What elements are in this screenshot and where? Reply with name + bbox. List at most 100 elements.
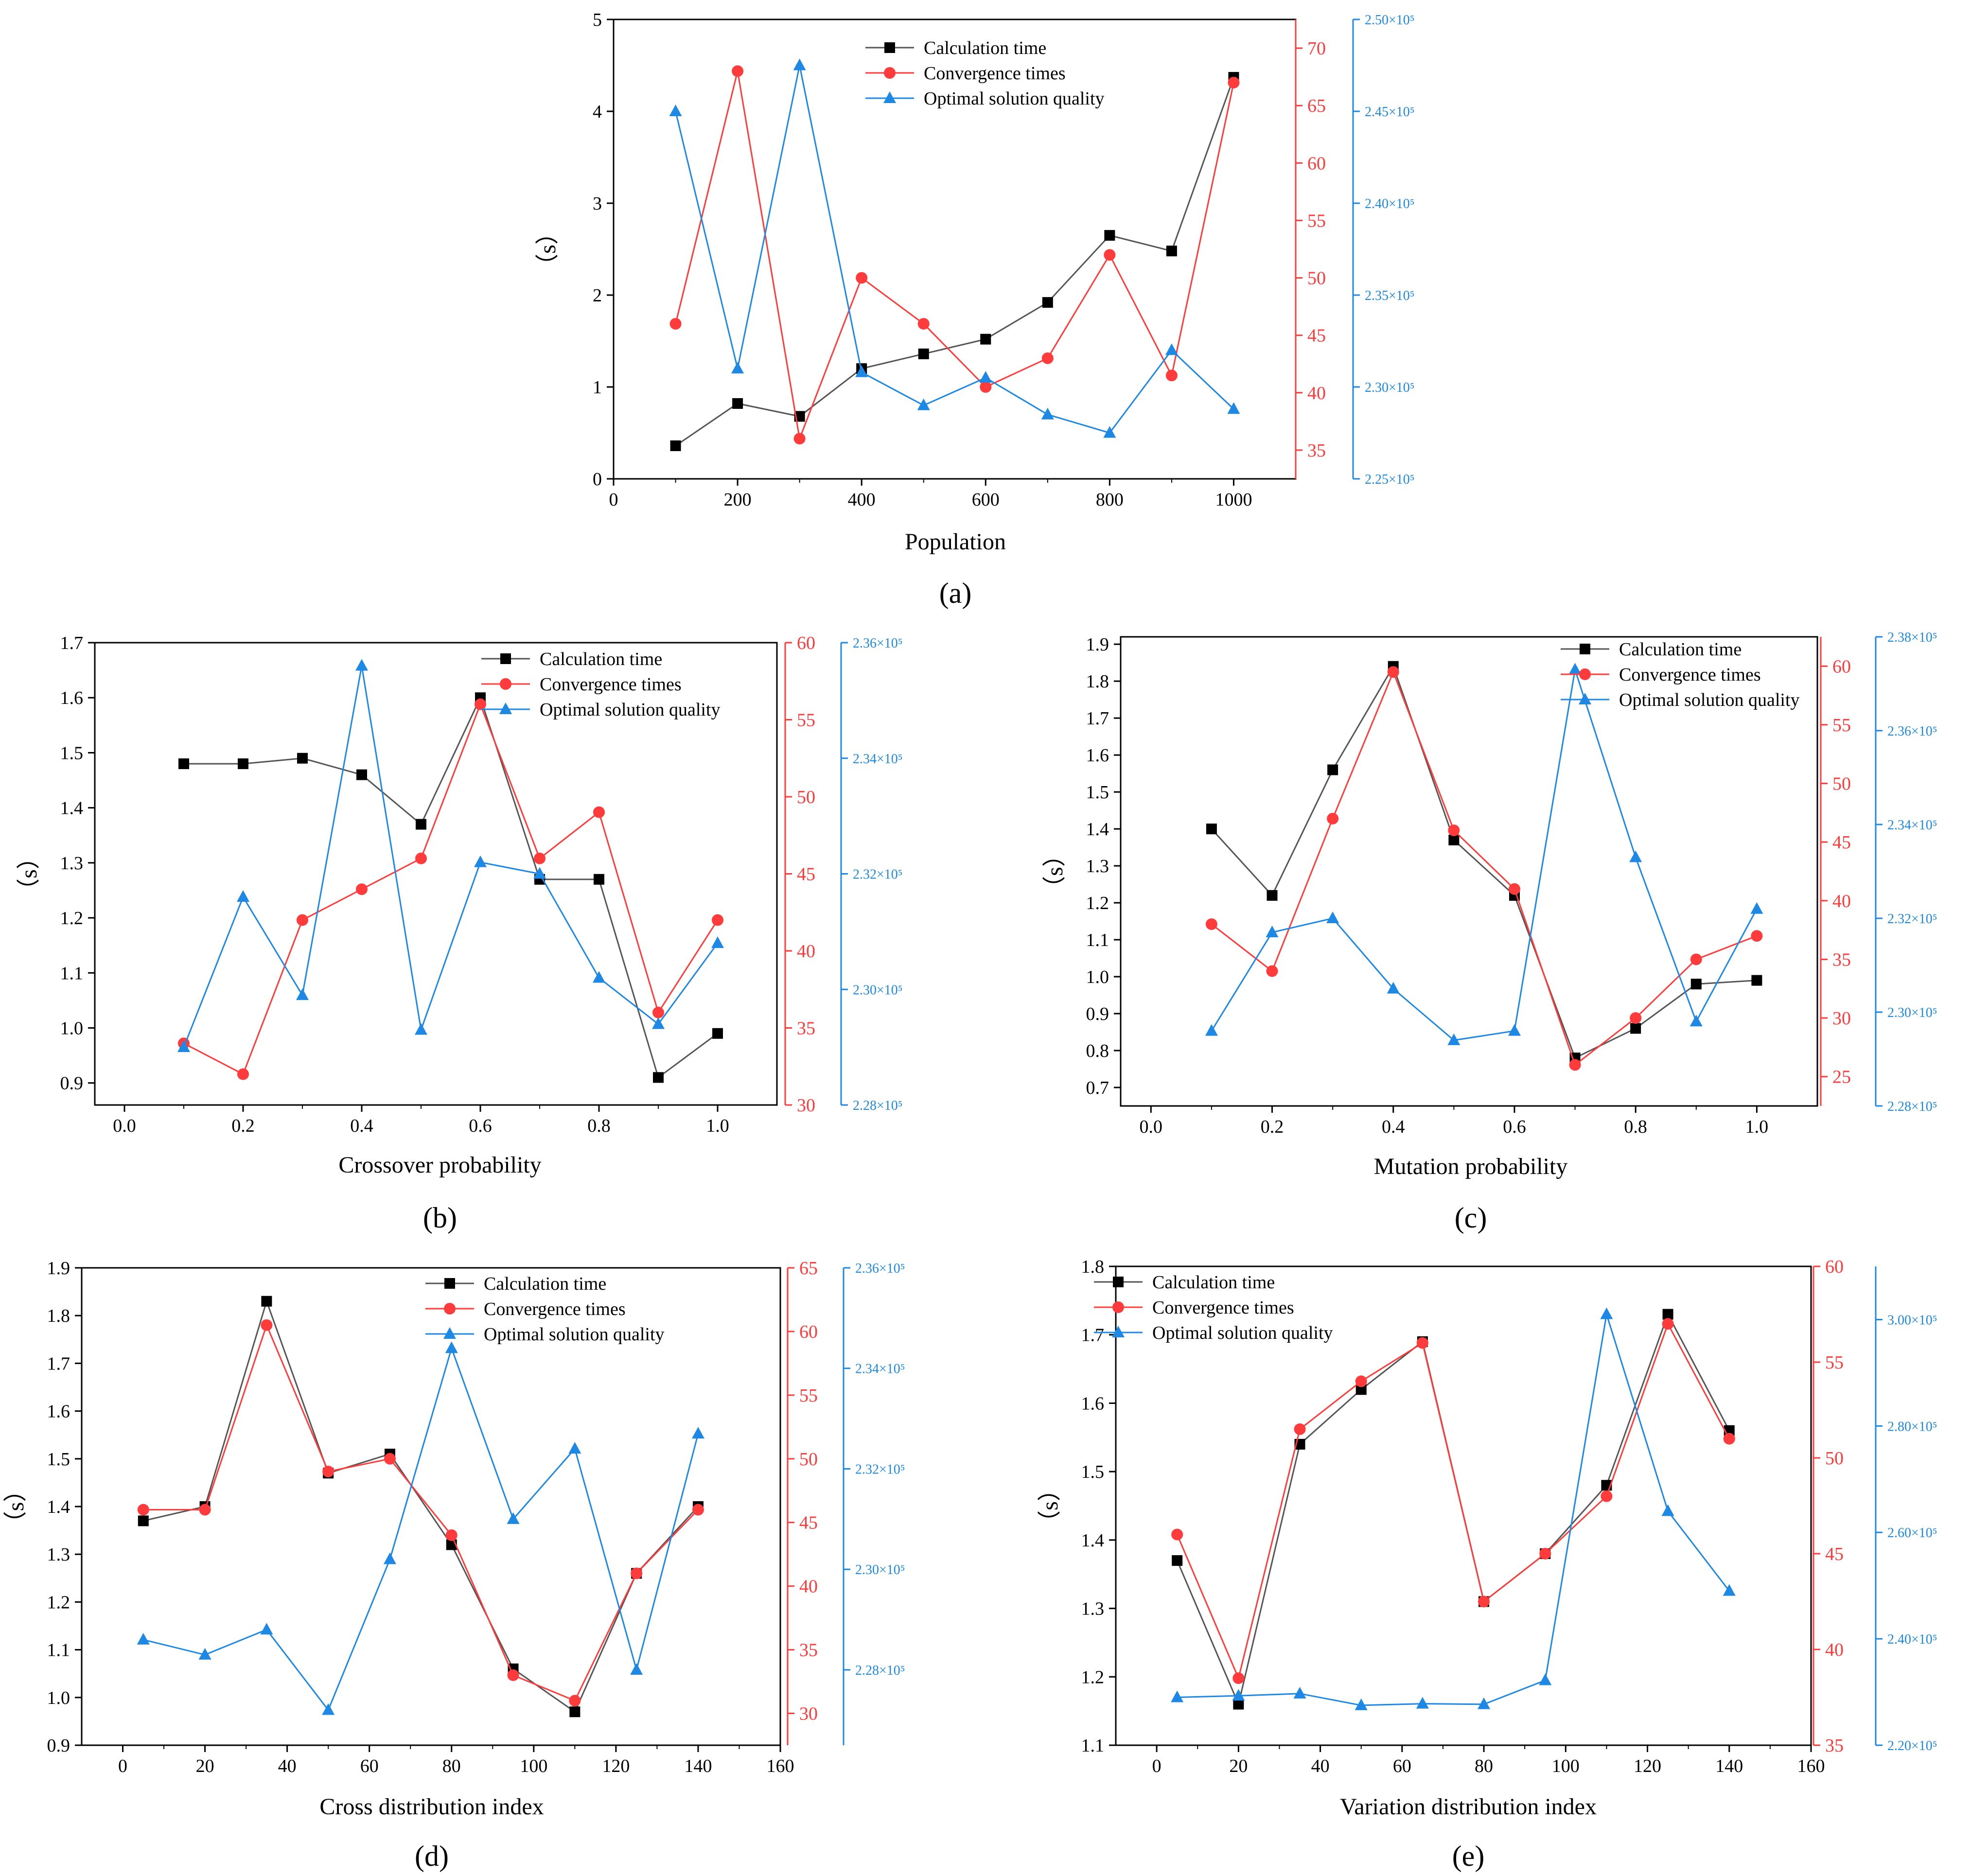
legend-marker (1580, 644, 1590, 654)
series-line-1 (675, 70, 1234, 441)
data-point-1 (415, 852, 427, 864)
data-point-0 (1172, 1555, 1183, 1566)
data-point-2 (731, 362, 744, 374)
data-point-2 (355, 659, 368, 671)
y2-tick-label: 35 (797, 1018, 815, 1039)
data-point-1 (593, 806, 605, 818)
y-axis-title: （s） (3, 1479, 29, 1535)
x-axis-title: Crossover probability (338, 1152, 541, 1178)
y1-tick-label: 1.8 (1081, 1257, 1105, 1277)
legend-marker (444, 1278, 455, 1289)
legend-marker (1113, 1277, 1124, 1287)
data-point-2 (691, 1427, 704, 1439)
legend-marker (884, 42, 895, 53)
y1-tick-label: 0.9 (1086, 1004, 1109, 1024)
y3-tick-label: 2.30×10⁵ (853, 982, 903, 998)
y2-tick-label: 55 (1307, 210, 1326, 231)
chart-panel-d: 0 20 40 60 80 100 120 140 160 0.9 1.0 1.1 1.2 1.3 1.4 1… (3, 1258, 905, 1872)
data-point-1 (1416, 1337, 1428, 1349)
data-point-1 (1327, 812, 1339, 824)
data-point-0 (1327, 764, 1338, 775)
legend-marker (884, 67, 896, 79)
y1-tick-label: 2 (593, 285, 602, 306)
y3-tick-label: 2.36×10⁵ (1887, 724, 1937, 739)
x-tick-label: 0.6 (469, 1116, 492, 1136)
y2-tick-label: 30 (1832, 1008, 1851, 1029)
x-tick-label: 160 (1797, 1756, 1825, 1776)
chart-panel-c: 0.0 0.2 0.4 0.6 0.8 1.0 0.7 0.8 0.9 1.0 1.1 1.2 1.3 1… (1042, 630, 1937, 1234)
y2-tick-label: 60 (1307, 153, 1326, 174)
plot-frame (94, 642, 778, 1106)
data-point-2 (669, 105, 682, 116)
panel-label: (e) (1452, 1840, 1485, 1872)
y1-tick-label: 1.6 (1086, 745, 1109, 766)
y1-tick-label: 5 (593, 10, 602, 30)
x-tick-label: 120 (1634, 1756, 1661, 1776)
data-point-2 (711, 936, 724, 948)
y2-tick-label: 30 (797, 1095, 815, 1116)
y3-tick-label: 2.28×10⁵ (1887, 1099, 1937, 1114)
y3-tick-label: 2.36×10⁵ (855, 1261, 905, 1276)
data-point-1 (1228, 76, 1240, 88)
legend-marker (1579, 668, 1591, 680)
y3-tick-label: 2.36×10⁵ (853, 636, 903, 651)
data-point-0 (1267, 890, 1278, 901)
y1-tick-label: 1.5 (1086, 782, 1109, 803)
y2-tick-label: 55 (1832, 715, 1851, 736)
y1-tick-label: 1.4 (1086, 819, 1109, 840)
y3-tick-label: 2.50×10⁵ (1365, 13, 1415, 28)
data-point-0 (670, 440, 681, 451)
x-tick-label: 0 (609, 490, 618, 510)
y2-tick-label: 40 (1832, 891, 1851, 912)
x-tick-label: 140 (684, 1756, 712, 1776)
y-axis-title: （s） (1037, 1478, 1063, 1534)
data-point-2 (652, 1017, 665, 1029)
legend-entry: Optimal solution quality (1152, 1323, 1333, 1343)
data-point-1 (356, 883, 368, 895)
y3-tick-label: 2.40×10⁵ (1887, 1632, 1937, 1647)
y2-tick-label: 65 (1307, 96, 1326, 116)
y3-tick-label: 2.45×10⁵ (1365, 105, 1415, 120)
data-point-2 (1227, 402, 1240, 414)
y1-tick-label: 1.1 (1081, 1736, 1105, 1756)
series-line-0 (675, 77, 1234, 447)
data-point-1 (1165, 369, 1178, 382)
y1-tick-label: 1.6 (60, 688, 84, 708)
data-point-2 (1293, 1686, 1306, 1699)
data-point-0 (416, 819, 426, 830)
y2-tick-label: 60 (1825, 1257, 1844, 1277)
legend-marker (443, 1327, 456, 1339)
data-point-1 (692, 1504, 704, 1516)
data-point-0 (1630, 1023, 1641, 1034)
data-point-2 (237, 890, 249, 902)
x-tick-label: 0.2 (1261, 1117, 1284, 1137)
data-point-2 (593, 971, 605, 983)
data-point-2 (1266, 925, 1279, 937)
data-point-2 (1629, 850, 1642, 862)
y2-tick-label: 45 (1307, 326, 1326, 346)
data-point-0 (918, 348, 929, 359)
data-point-0 (1751, 975, 1762, 986)
data-point-0 (1166, 245, 1177, 257)
data-point-1 (384, 1453, 396, 1465)
data-point-0 (732, 398, 743, 409)
data-point-0 (980, 333, 991, 345)
data-point-0 (569, 1706, 581, 1718)
data-point-2 (198, 1648, 211, 1660)
x-tick-label: 40 (278, 1756, 297, 1776)
x-tick-label: 0.2 (231, 1116, 255, 1136)
data-point-1 (1601, 1490, 1613, 1502)
data-point-1 (631, 1567, 643, 1579)
legend-marker (500, 678, 511, 690)
x-tick-label: 200 (724, 490, 752, 510)
data-point-0 (138, 1515, 149, 1526)
legend-marker (1112, 1301, 1124, 1313)
y-axis-title: （s） (16, 846, 42, 902)
data-point-1 (507, 1669, 519, 1681)
legend-entry: Calculation time (1152, 1272, 1275, 1293)
y2-tick-label: 25 (1832, 1067, 1851, 1087)
y1-tick-label: 1.1 (1086, 930, 1109, 950)
x-axis-title: Population (905, 529, 1006, 555)
data-point-1 (1355, 1375, 1367, 1387)
